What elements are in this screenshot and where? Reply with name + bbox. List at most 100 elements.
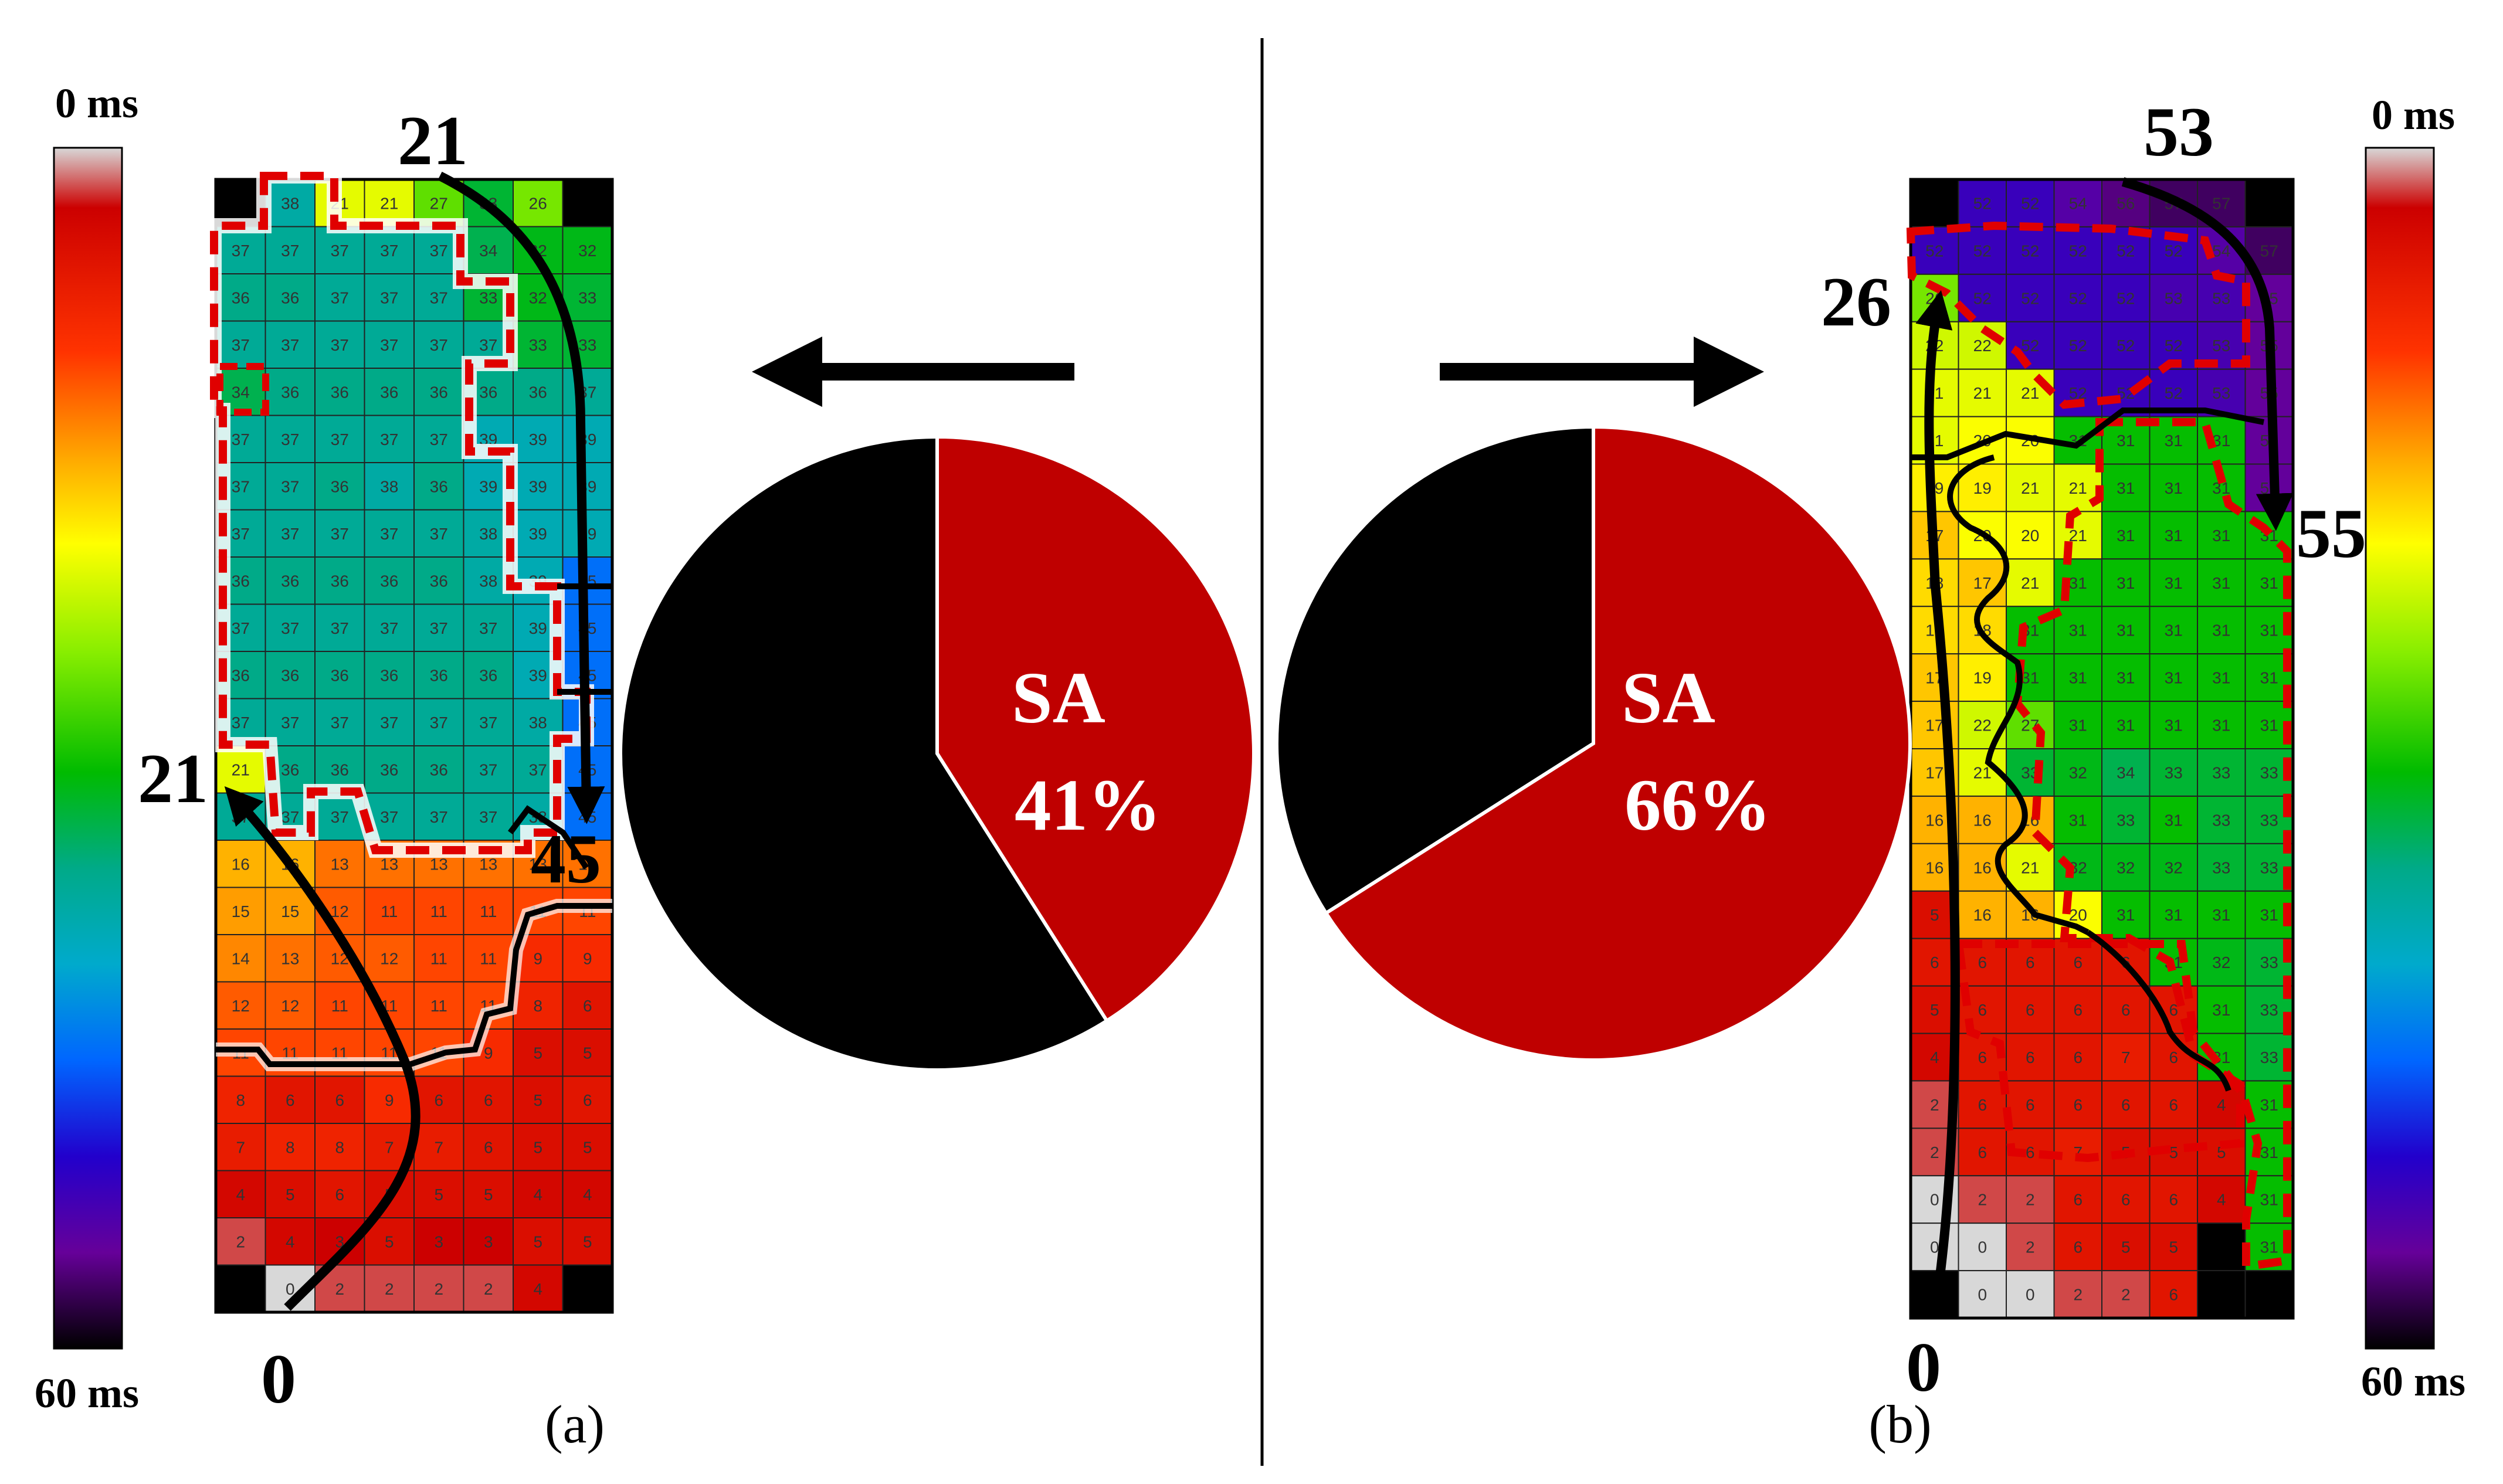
activation-map-b-cell-value: 31 — [2260, 622, 2278, 640]
activation-map-b-cell-value: 52 — [2165, 242, 2183, 260]
label-b-top: 53 — [2144, 93, 2214, 171]
activation-map-b-cell — [2101, 558, 2151, 607]
activation-map-b-cell — [1958, 795, 2007, 844]
activation-map-a-cell-value: 36 — [430, 477, 448, 495]
label-a-inner: 45 — [531, 820, 601, 898]
activation-map-b-cell-value: 21 — [1973, 763, 1992, 782]
activation-map-b-cell-value: 21 — [1973, 384, 1992, 402]
activation-map-b-cell-value: 56 — [2117, 194, 2135, 212]
activation-map-a-cell-value: 38 — [529, 714, 547, 732]
activation-map-b-cell-value: 16 — [1925, 811, 1944, 829]
propagation-arrow-a-top — [437, 171, 605, 824]
activation-map-b-cell-value: 32 — [2069, 763, 2087, 782]
activation-map-a-cell — [314, 1075, 365, 1124]
activation-map-b-cell-value: 31 — [2260, 1238, 2278, 1257]
activation-map-a-cell — [264, 179, 316, 227]
activation-map-b-cell-value: 4 — [2217, 1191, 2226, 1209]
activation-map-b-cell-value: 31 — [2117, 716, 2135, 735]
activation-map-a-cell-value: 37 — [331, 714, 349, 732]
activation-map-a-cell-value: 3 — [434, 1232, 443, 1251]
activation-map-a-cell-value: 9 — [484, 1044, 493, 1062]
activation-map-b-cell — [2149, 1270, 2198, 1319]
activation-map-b-cell-value: 6 — [2169, 1286, 2178, 1304]
activation-map-a-cell — [364, 1264, 415, 1313]
activation-map-b-cell-value: 31 — [2260, 1096, 2278, 1114]
activation-map-a-cell-value: 37 — [430, 336, 448, 354]
activation-map-a-cell-value: 36 — [380, 760, 398, 779]
activation-map-a-cell — [562, 981, 613, 1030]
activation-map-a-cell-value: 9 — [533, 949, 542, 967]
activation-map-a-cell-value: 33 — [578, 336, 596, 354]
activation-map-a-cell-value: 36 — [331, 477, 349, 495]
activation-map-b-cell-value: 0 — [1930, 1191, 1939, 1209]
activation-map-a-cell — [215, 273, 266, 322]
activation-map-a-cell — [463, 887, 514, 935]
activation-map-a-cell-value: 15 — [232, 902, 250, 921]
activation-map-b-cell-value: 2 — [1930, 1143, 1939, 1162]
activation-map-a-cell-value: 5 — [484, 1186, 493, 1204]
activation-map-a-cell-value: 37 — [380, 430, 398, 449]
activation-map-b-cell-value: 2 — [2026, 1191, 2035, 1209]
activation-map-b-cell-value: 31 — [2069, 811, 2087, 829]
activation-map-a-cell — [215, 1075, 266, 1124]
activation-map-a-cell-value: 37 — [281, 619, 299, 637]
activation-map-b-cell-value: 33 — [2212, 858, 2230, 877]
sa-isolated-cell-a — [216, 363, 269, 416]
activation-map-b-cell — [2053, 511, 2102, 560]
activation-map-a-cell-value: 37 — [479, 619, 497, 637]
activation-map-a-cell-value: 32 — [578, 242, 596, 260]
activation-map-a-cell-value: 37 — [281, 714, 299, 732]
activation-map-a-cell — [413, 981, 464, 1030]
activation-map-a-cell-value: 37 — [281, 525, 299, 543]
activation-map-a-cell-value: 37 — [430, 525, 448, 543]
activation-map-a-cell-value: 36 — [331, 572, 349, 590]
activation-map-a-cell-value: 8 — [533, 997, 542, 1015]
pie-a-label-line2: 41% — [1015, 765, 1161, 846]
activation-map-b-cell — [2101, 748, 2151, 797]
activation-map-b-cell-value: 6 — [2026, 1001, 2035, 1019]
activation-map-a-cell-value: 5 — [583, 1138, 592, 1156]
activation-map-a-cell — [513, 981, 564, 1030]
activation-map-b-cell-value: 2 — [2073, 1286, 2083, 1304]
sa-region-outline-b-main — [2013, 418, 2291, 1272]
pie-chart-b: SA 66% — [1274, 425, 1912, 1062]
activation-map-b-cell-value: 17 — [1925, 716, 1944, 735]
activation-map-a-cell — [413, 415, 464, 463]
activation-map-b-cell — [2197, 368, 2246, 417]
activation-map-a-cell — [364, 415, 415, 463]
activation-map-a-cell-value: 36 — [281, 383, 299, 401]
activation-map-b-cell — [2149, 795, 2198, 844]
activation-map-b-cell-value: 17 — [1925, 763, 1944, 782]
activation-map-a-cell-value: 36 — [479, 383, 497, 401]
activation-map-b-cell-value: 31 — [2165, 622, 2183, 640]
activation-map-a-cell-value: 37 — [479, 760, 497, 779]
activation-map-b-cell — [2101, 1222, 2151, 1272]
activation-map-a-cell-value: 37 — [331, 336, 349, 354]
activation-map-a-cell-value: 4 — [533, 1280, 542, 1298]
activation-map-b-cell-value: 31 — [2117, 432, 2135, 450]
activation-map-a-cell-value: 27 — [430, 194, 448, 212]
propagation-arrow-b-right — [2121, 177, 2294, 531]
activation-map-b-cell — [1958, 890, 2007, 939]
activation-map-b-cell-value: 6 — [2169, 1191, 2178, 1209]
activation-map-a-cell-value: 6 — [583, 1091, 592, 1109]
activation-map-a-cell-value: 2 — [484, 1280, 493, 1298]
activation-map-a-cell-value: 39 — [529, 525, 547, 543]
activation-map-a-cell — [264, 368, 316, 416]
activation-map-b-cell-value: 20 — [2069, 906, 2087, 924]
activation-map-a-cell-value: 37 — [380, 525, 398, 543]
activation-map-b-cell-value: 2 — [2121, 1286, 2131, 1304]
activation-map-a-cell-value: 11 — [430, 902, 447, 921]
activation-map-a-cell-value: 36 — [380, 572, 398, 590]
activation-map-b-cell-value: 16 — [1973, 906, 1992, 924]
activation-map-b-cell — [2101, 321, 2151, 370]
activation-map-b-cell — [2053, 321, 2102, 370]
activation-map-a-cell — [463, 698, 514, 746]
colorbar-right: 0 ms 60 ms — [2361, 91, 2465, 1405]
activation-map-a-cell — [513, 320, 564, 369]
activation-map-b-cell-value: 6 — [2073, 1001, 2083, 1019]
activation-map-a-cell — [364, 509, 415, 558]
activation-map-b-cell-value: 2 — [1978, 1191, 1987, 1209]
isochrone-line-b-2 — [1947, 454, 2090, 935]
